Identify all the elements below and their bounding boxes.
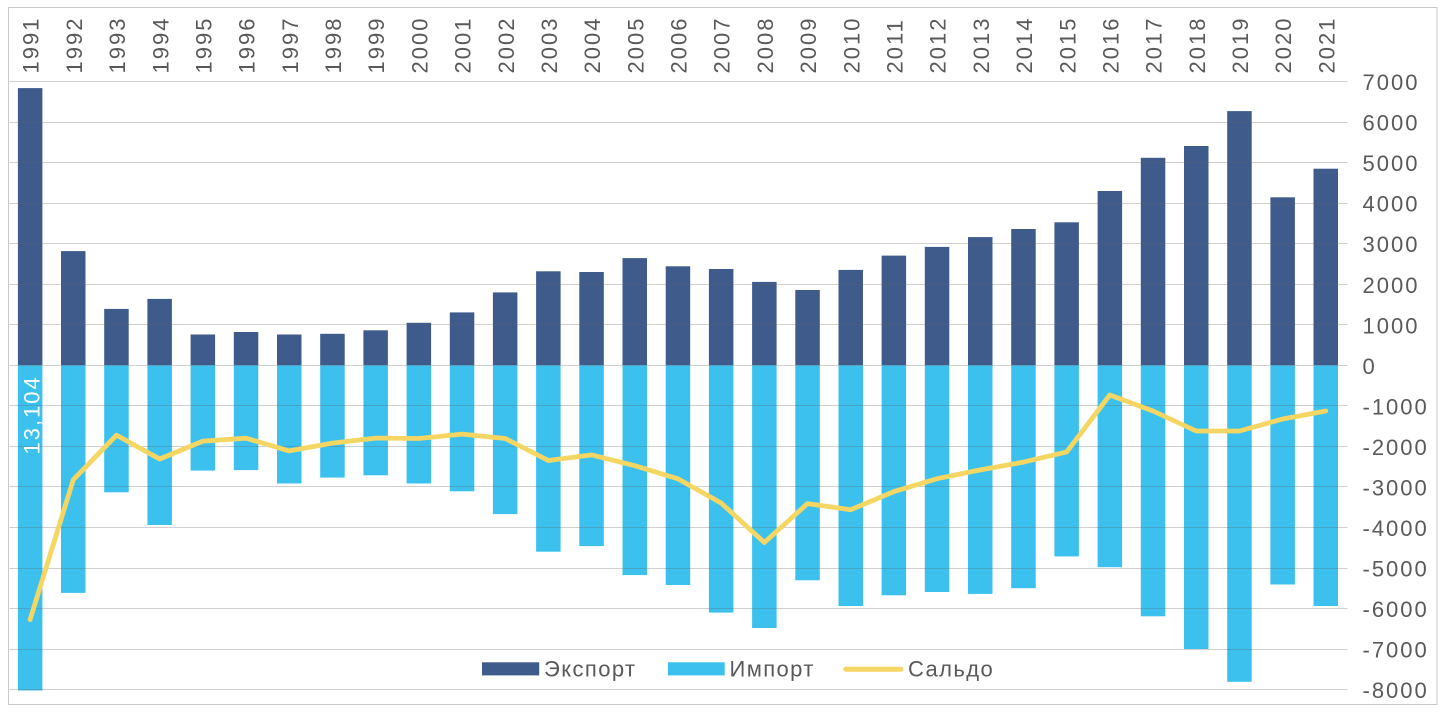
svg-text:-3000: -3000 [1363, 476, 1429, 501]
svg-text:1998: 1998 [321, 17, 346, 74]
svg-text:-2000: -2000 [1363, 435, 1429, 460]
svg-text:4000: 4000 [1363, 192, 1420, 217]
svg-text:7000: 7000 [1363, 70, 1420, 95]
svg-text:1997: 1997 [278, 17, 303, 74]
svg-text:2017: 2017 [1142, 17, 1167, 74]
svg-text:2018: 2018 [1185, 17, 1210, 74]
svg-text:13,104: 13,104 [19, 375, 44, 454]
svg-text:Экспорт: Экспорт [544, 657, 636, 682]
svg-text:3000: 3000 [1363, 232, 1420, 257]
svg-text:1993: 1993 [105, 17, 130, 74]
svg-text:2010: 2010 [839, 17, 864, 74]
svg-text:2019: 2019 [1228, 17, 1253, 74]
svg-text:2020: 2020 [1271, 17, 1296, 74]
svg-text:2007: 2007 [710, 17, 735, 74]
svg-text:2005: 2005 [623, 17, 648, 74]
svg-text:-6000: -6000 [1363, 597, 1429, 622]
svg-text:2000: 2000 [407, 17, 432, 74]
svg-text:-5000: -5000 [1363, 557, 1429, 582]
svg-text:2021: 2021 [1314, 17, 1339, 74]
svg-text:0: 0 [1363, 354, 1377, 379]
svg-text:2002: 2002 [494, 17, 519, 74]
svg-text:-8000: -8000 [1363, 678, 1429, 703]
svg-text:2001: 2001 [451, 17, 476, 74]
svg-text:1991: 1991 [19, 17, 44, 74]
svg-text:-7000: -7000 [1363, 638, 1429, 663]
svg-text:1000: 1000 [1363, 313, 1420, 338]
svg-text:2012: 2012 [926, 17, 951, 74]
svg-text:2003: 2003 [537, 17, 562, 74]
svg-text:-4000: -4000 [1363, 516, 1429, 541]
svg-text:2016: 2016 [1098, 17, 1123, 74]
svg-text:2013: 2013 [969, 17, 994, 74]
svg-text:2008: 2008 [753, 17, 778, 74]
svg-text:1996: 1996 [235, 17, 260, 74]
svg-text:-1000: -1000 [1363, 394, 1429, 419]
svg-text:Сальдо: Сальдо [908, 657, 994, 682]
svg-text:6000: 6000 [1363, 111, 1420, 136]
svg-text:2006: 2006 [667, 17, 692, 74]
svg-text:2011: 2011 [883, 18, 908, 73]
svg-text:2014: 2014 [1012, 17, 1037, 74]
svg-text:1992: 1992 [62, 17, 87, 74]
svg-text:1995: 1995 [192, 17, 217, 74]
svg-text:2000: 2000 [1363, 273, 1420, 298]
svg-text:2004: 2004 [580, 17, 605, 74]
svg-text:2015: 2015 [1055, 17, 1080, 74]
svg-text:1994: 1994 [148, 17, 173, 74]
svg-text:2009: 2009 [796, 17, 821, 74]
svg-text:Импорт: Импорт [730, 657, 815, 682]
svg-text:5000: 5000 [1363, 151, 1420, 176]
svg-text:1999: 1999 [364, 17, 389, 74]
